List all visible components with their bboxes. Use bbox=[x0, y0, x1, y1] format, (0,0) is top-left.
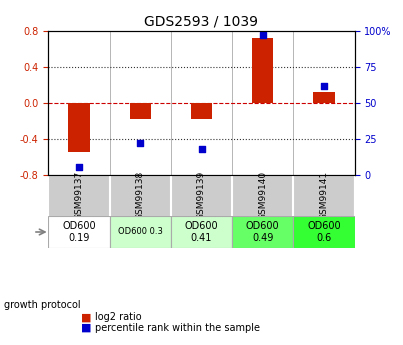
Text: OD600
0.41: OD600 0.41 bbox=[185, 221, 218, 243]
Text: OD600
0.6: OD600 0.6 bbox=[307, 221, 341, 243]
FancyBboxPatch shape bbox=[293, 216, 355, 248]
Text: GSM99137: GSM99137 bbox=[75, 170, 83, 220]
FancyBboxPatch shape bbox=[171, 216, 232, 248]
Point bbox=[76, 165, 82, 170]
Text: GSM99139: GSM99139 bbox=[197, 170, 206, 220]
Bar bbox=[68, 103, 90, 152]
Point bbox=[260, 32, 266, 38]
Point bbox=[198, 146, 205, 151]
FancyBboxPatch shape bbox=[232, 216, 293, 248]
Bar bbox=[313, 92, 335, 103]
Text: log2 ratio: log2 ratio bbox=[95, 313, 141, 322]
Text: GSM99141: GSM99141 bbox=[320, 170, 328, 220]
Text: OD600
0.49: OD600 0.49 bbox=[246, 221, 280, 243]
Text: ■: ■ bbox=[81, 323, 91, 333]
Point bbox=[321, 83, 327, 88]
FancyBboxPatch shape bbox=[48, 216, 110, 248]
Title: GDS2593 / 1039: GDS2593 / 1039 bbox=[145, 14, 258, 29]
Bar bbox=[129, 103, 151, 119]
Text: OD600 0.3: OD600 0.3 bbox=[118, 227, 163, 236]
FancyBboxPatch shape bbox=[110, 216, 171, 248]
Text: ■: ■ bbox=[81, 313, 91, 322]
Bar bbox=[252, 38, 274, 103]
Text: OD600
0.19: OD600 0.19 bbox=[62, 221, 96, 243]
Text: GSM99140: GSM99140 bbox=[258, 170, 267, 220]
Text: growth protocol: growth protocol bbox=[4, 300, 81, 310]
Bar bbox=[191, 103, 212, 119]
Point bbox=[137, 140, 143, 146]
Text: GSM99138: GSM99138 bbox=[136, 170, 145, 220]
Text: percentile rank within the sample: percentile rank within the sample bbox=[95, 323, 260, 333]
